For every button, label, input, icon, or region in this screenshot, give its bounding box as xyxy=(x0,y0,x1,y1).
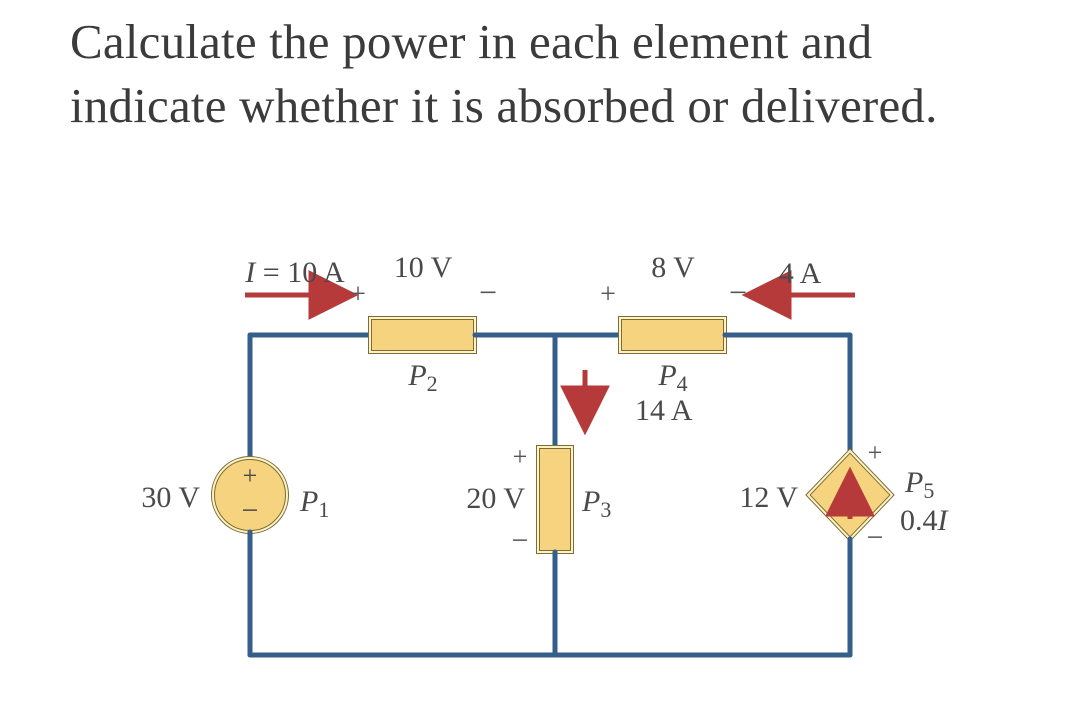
p1-source: + − xyxy=(213,458,287,532)
i-right-label: 4 A xyxy=(779,257,822,290)
p5-voltage: 12 V xyxy=(739,481,798,514)
p2-voltage: 10 V xyxy=(394,255,453,284)
p5-label: P5 xyxy=(904,466,934,503)
p3-plus: + xyxy=(513,442,528,471)
p3-element xyxy=(538,447,572,552)
p2-element xyxy=(370,318,475,352)
p4-label: P4 xyxy=(657,359,687,396)
svg-text:+: + xyxy=(243,461,258,490)
question-text: Calculate the power in each element and … xyxy=(70,10,1030,137)
p1-voltage: 30 V xyxy=(141,481,200,514)
p4-voltage: 8 V xyxy=(651,255,695,284)
p4-plus: + xyxy=(600,279,616,310)
p2-minus: − xyxy=(479,274,497,310)
p3-voltage: 20 V xyxy=(466,482,525,515)
p2-plus: + xyxy=(350,279,366,310)
p5-gain: 0.4I xyxy=(900,504,950,537)
p1-label: P1 xyxy=(299,485,329,522)
p4-minus: − xyxy=(729,274,747,310)
p5-minus: − xyxy=(867,521,884,554)
p5-plus: + xyxy=(868,438,883,467)
p3-label: P3 xyxy=(581,485,611,522)
svg-text:−: − xyxy=(242,494,259,527)
p2-label: P2 xyxy=(407,359,437,396)
i-mid-label: 14 A xyxy=(635,394,693,427)
p4-element xyxy=(620,318,725,352)
circuit-diagram: + − xyxy=(80,255,980,700)
i-left-label: I = 10 A xyxy=(244,256,345,289)
p3-minus: − xyxy=(512,524,529,557)
